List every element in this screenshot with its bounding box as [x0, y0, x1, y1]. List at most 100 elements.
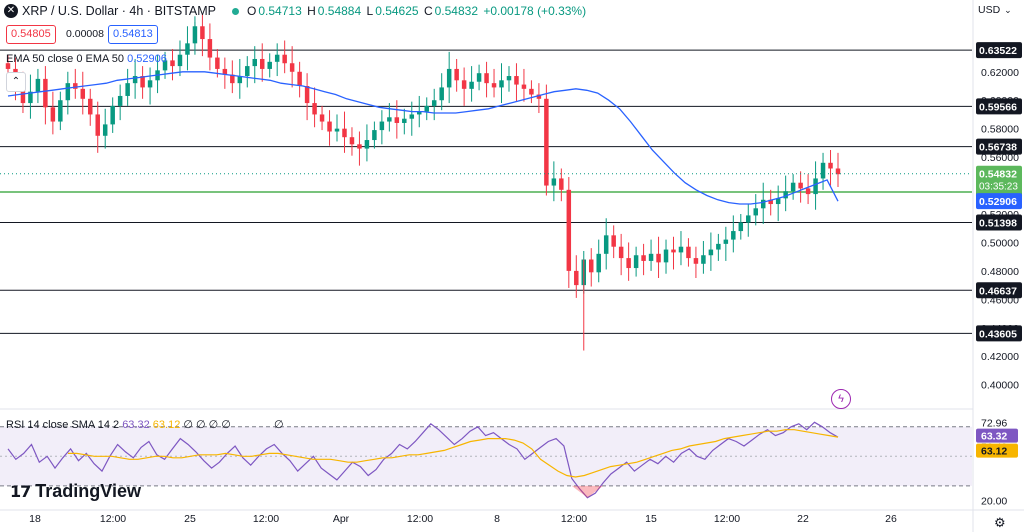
price-tick-label: 0.56000 — [981, 152, 1019, 164]
candle — [245, 56, 250, 88]
candle — [342, 111, 347, 153]
candle-body — [626, 258, 631, 269]
candle-body — [28, 91, 33, 104]
candle — [686, 238, 691, 267]
candle — [723, 226, 729, 261]
candle-body — [775, 198, 781, 205]
candle — [491, 68, 497, 98]
candle-body — [58, 100, 63, 122]
candle-body — [132, 76, 138, 84]
candle-body — [364, 140, 370, 149]
candle-body — [731, 231, 736, 240]
candle-body — [559, 178, 564, 190]
ema-price-label: 0.52906 — [979, 196, 1017, 208]
candle — [716, 233, 721, 261]
close-label: C — [423, 4, 433, 18]
rsi-sma-line — [68, 429, 839, 478]
candle — [499, 63, 504, 104]
candle — [663, 239, 669, 274]
candle — [327, 110, 332, 146]
candle — [544, 84, 549, 196]
sell-button[interactable]: 0.54805 — [6, 25, 56, 44]
rsi-line — [7, 421, 839, 499]
candle — [372, 121, 377, 149]
candle — [364, 124, 370, 162]
gear-icon[interactable]: ⚙ — [994, 515, 1006, 530]
price-tick-label: 0.50000 — [981, 237, 1019, 249]
candle — [424, 97, 429, 121]
rsi-legend[interactable]: RSI 14 close SMA 14 2 63.32 63.12 ∅ ∅ ∅ … — [6, 418, 284, 431]
candle-body — [319, 114, 325, 122]
spread-value: 0.00008 — [62, 26, 108, 43]
candle-body — [618, 246, 624, 259]
candle — [835, 152, 841, 187]
candle-body — [798, 182, 803, 189]
candle-body — [192, 26, 198, 44]
candle-body — [783, 191, 788, 199]
symbol-title[interactable]: XRP / U.S. Dollar · 4h · BITSTAMP — [22, 4, 217, 18]
candle-body — [738, 222, 744, 232]
ema-price-tag — [976, 193, 1022, 210]
candle — [738, 214, 744, 240]
candle — [274, 43, 280, 77]
candle — [304, 73, 310, 121]
candle — [200, 13, 205, 57]
candle — [760, 182, 766, 224]
candle — [319, 105, 325, 131]
candle-body — [656, 253, 661, 263]
candle-body — [835, 168, 841, 175]
lightning-icon[interactable]: ϟ — [831, 389, 851, 409]
candle — [43, 66, 48, 125]
candle-body — [544, 98, 549, 186]
candle — [648, 239, 654, 271]
candle-body — [716, 243, 721, 250]
candle — [170, 49, 175, 81]
low-label: L — [366, 4, 374, 18]
candle-body — [312, 103, 317, 115]
candle-body — [185, 43, 190, 55]
time-tick-label: 18 — [29, 513, 41, 525]
tradingview-logo: 17 TradingView — [10, 481, 141, 502]
candle-body — [387, 117, 392, 122]
candle-body — [701, 255, 706, 264]
candle-body — [117, 95, 123, 106]
candle — [140, 66, 145, 99]
candle-body — [753, 208, 758, 216]
chart-header: ✕ XRP / U.S. Dollar · 4h · BITSTAMP O 0.5… — [0, 0, 588, 22]
candle-body — [536, 94, 542, 99]
candle — [357, 131, 362, 166]
candle-body — [110, 105, 115, 125]
candle — [28, 74, 33, 119]
candle — [73, 68, 78, 99]
logo-text: TradingView — [35, 481, 141, 501]
candle-body — [446, 68, 452, 88]
candle — [476, 64, 482, 91]
candle-body — [73, 83, 78, 89]
candle-body — [327, 121, 332, 132]
time-tick-label: 25 — [184, 513, 196, 525]
x-icon[interactable]: ✕ — [4, 4, 18, 18]
candle-body — [349, 137, 355, 145]
candle-body — [790, 182, 796, 192]
candle — [603, 218, 609, 270]
candle — [215, 49, 220, 78]
candle — [282, 40, 287, 74]
candle-body — [237, 76, 243, 84]
candle-body — [589, 259, 594, 273]
buy-button[interactable]: 0.54813 — [108, 25, 158, 44]
candle — [746, 204, 751, 237]
price-tick-label: 0.48000 — [981, 266, 1019, 278]
candle-body — [88, 98, 93, 115]
collapse-legend-button[interactable]: ⌃ — [6, 72, 26, 92]
candle — [80, 71, 86, 115]
candle-body — [566, 189, 572, 271]
currency-selector[interactable]: USD — [978, 4, 1012, 16]
candle — [35, 68, 41, 104]
candle — [312, 87, 317, 128]
candle — [626, 242, 631, 281]
ema-legend[interactable]: EMA 50 close 0 EMA 50 0.52906 — [6, 53, 167, 65]
candle-body — [379, 121, 385, 131]
time-tick-label: 15 — [645, 513, 657, 525]
candle-body — [469, 81, 474, 89]
